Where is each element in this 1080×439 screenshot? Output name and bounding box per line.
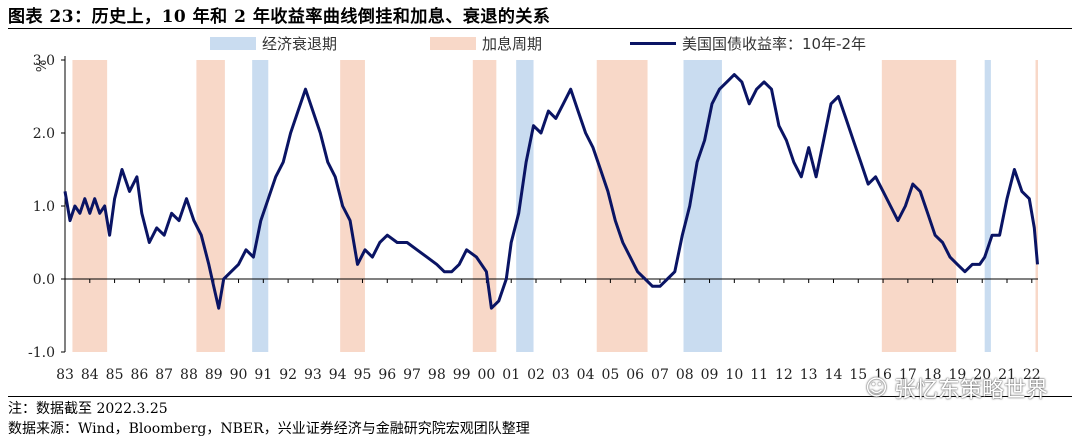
x-tick-label-35: 18 xyxy=(924,367,942,383)
x-tick-label-24: 07 xyxy=(651,367,669,383)
y-tick-label-3: 2.0 xyxy=(33,126,55,142)
hike-band-1 xyxy=(196,60,225,352)
x-tick-label-33: 16 xyxy=(874,367,892,383)
y-axis-unit: % xyxy=(35,60,50,72)
x-tick-label-14: 97 xyxy=(403,367,421,383)
x-tick-label-9: 92 xyxy=(279,367,297,383)
y-tick-label-2: 1.0 xyxy=(33,199,55,215)
title-divider xyxy=(8,28,1072,29)
source-text: 数据来源：Wind，Bloomberg，NBER，兴业证券经济与金融研究院宏观团… xyxy=(8,421,530,437)
x-tick-label-3: 86 xyxy=(130,367,148,383)
legend-item-hike: 加息周期 xyxy=(430,33,542,54)
y-tick-label-1: 0.0 xyxy=(33,272,55,288)
x-tick-label-19: 02 xyxy=(527,367,545,383)
x-tick-label-2: 85 xyxy=(106,367,124,383)
x-tick-label-25: 08 xyxy=(676,367,694,383)
x-tick-label-0: 83 xyxy=(56,367,74,383)
hike-band-6 xyxy=(1035,60,1038,352)
x-tick-label-11: 94 xyxy=(329,367,347,383)
x-tick-label-26: 09 xyxy=(701,367,719,383)
x-tick-label-8: 91 xyxy=(254,367,272,383)
x-tick-label-20: 03 xyxy=(552,367,570,383)
legend-item-spread: 美国国债收益率：10年-2年 xyxy=(630,33,866,54)
x-tick-label-15: 98 xyxy=(428,367,446,383)
recession-band-3 xyxy=(984,60,991,352)
axis-labels: -1.0 0.0 1.0 2.0 3.0% 83 84 85 86 87 88 89 90 91 92 93 9… xyxy=(28,53,1041,383)
x-tick-label-28: 11 xyxy=(750,367,768,383)
x-tick-label-36: 19 xyxy=(949,367,967,383)
x-tick-label-22: 05 xyxy=(601,367,619,383)
x-tick-label-10: 93 xyxy=(304,367,322,383)
x-tick-label-21: 04 xyxy=(577,367,595,383)
source-divider xyxy=(8,396,1072,397)
watermark-text: 张忆东策略世界 xyxy=(893,378,1048,403)
x-tick-label-34: 17 xyxy=(899,367,917,383)
hike-band-4 xyxy=(596,60,648,352)
legend-label-hike: 加息周期 xyxy=(482,35,543,53)
x-tick-label-5: 88 xyxy=(180,367,198,383)
x-tick-label-4: 87 xyxy=(155,367,173,383)
x-tick-label-13: 96 xyxy=(378,367,396,383)
x-tick-label-17: 00 xyxy=(478,367,496,383)
legend-label-recession: 经济衰退期 xyxy=(262,35,338,53)
x-tick-label-29: 12 xyxy=(775,367,793,383)
y-tick-label-4: 3.0 xyxy=(33,53,55,69)
x-tick-label-18: 01 xyxy=(502,367,520,383)
x-tick-label-27: 10 xyxy=(725,367,743,383)
footnote: 注：数据截至 2022.3.25 xyxy=(8,401,168,417)
hike-band-0 xyxy=(72,60,108,352)
axes xyxy=(61,56,1038,353)
chart-title: 图表 23：历史上，10 年和 2 年收益率曲线倒挂和加息、衰退的关系 xyxy=(8,7,551,27)
x-tick-label-30: 13 xyxy=(800,367,818,383)
legend-swatch-hike xyxy=(430,37,476,50)
x-tick-label-16: 99 xyxy=(453,367,471,383)
hike-band-2 xyxy=(340,60,365,352)
legend-label-spread: 美国国债收益率：10年-2年 xyxy=(682,35,867,53)
x-tick-label-38: 21 xyxy=(998,367,1016,383)
legend-swatch-recession xyxy=(210,37,256,50)
series-lines xyxy=(63,73,1039,310)
x-tick-label-12: 95 xyxy=(354,367,372,383)
legend-swatch-spread xyxy=(630,42,676,45)
x-tick-label-23: 06 xyxy=(626,367,644,383)
x-tick-label-1: 84 xyxy=(81,367,99,383)
hike-band-5 xyxy=(881,60,957,352)
x-tick-label-7: 90 xyxy=(230,367,248,383)
legend: 经济衰退期 加息周期 美国国债收益率：10年-2年 xyxy=(0,33,1080,55)
x-tick-label-6: 89 xyxy=(205,367,223,383)
x-tick-label-32: 15 xyxy=(849,367,867,383)
x-tick-label-31: 14 xyxy=(825,367,843,383)
legend-item-recession: 经济衰退期 xyxy=(210,33,337,54)
x-tick-label-39: 22 xyxy=(1023,367,1041,383)
wechat-icon: ☺ xyxy=(865,375,888,401)
x-tick-label-37: 20 xyxy=(973,367,991,383)
series-line-spread xyxy=(63,73,1039,310)
watermark: ☺ 张忆东策略世界 xyxy=(865,372,1048,404)
y-tick-label-0: -1.0 xyxy=(28,345,55,361)
